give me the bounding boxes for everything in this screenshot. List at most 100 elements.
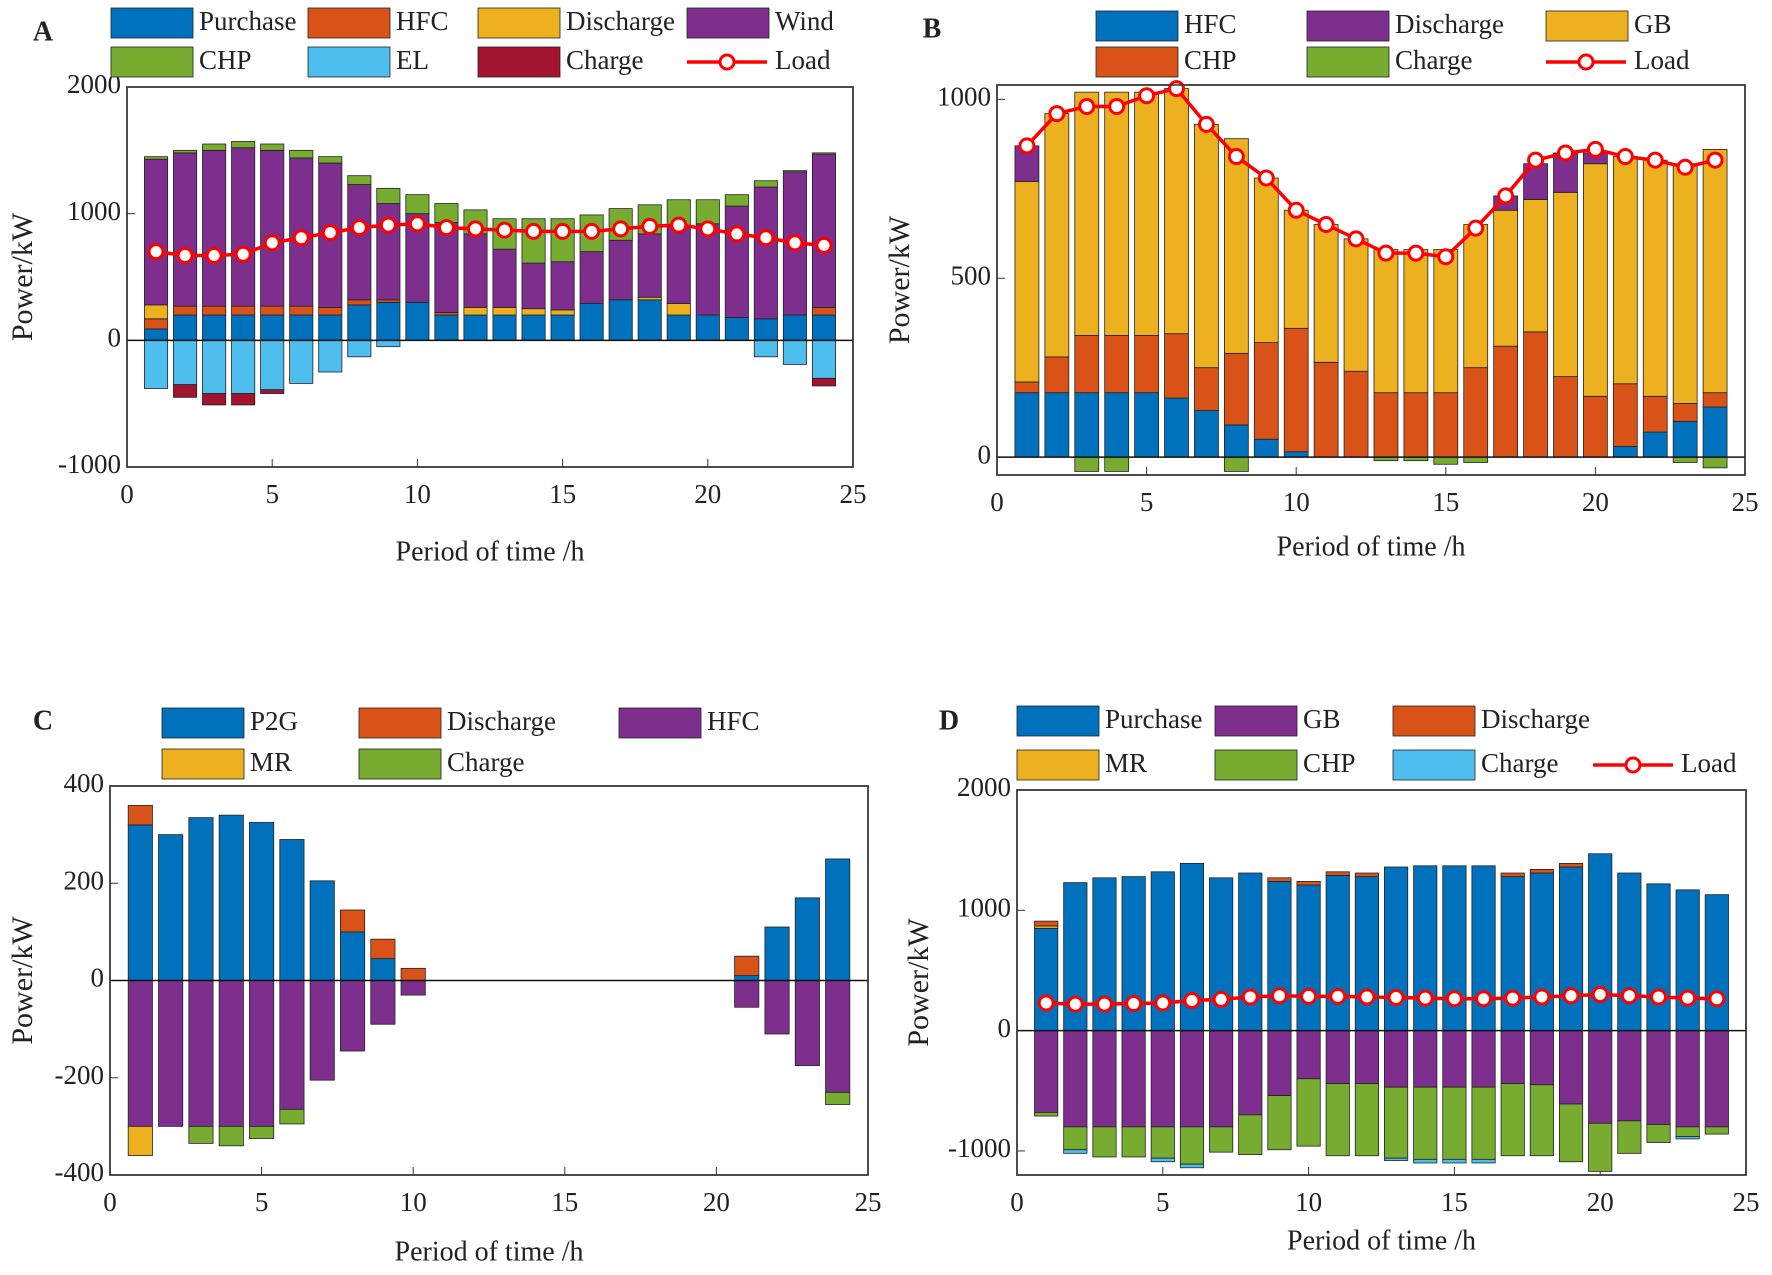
bar-segment [1034,1030,1059,1113]
legend-swatch [1392,705,1476,737]
bar-segment [1583,395,1608,458]
load-marker [1616,148,1634,166]
bar-segment [1702,149,1728,394]
bar-segment [260,305,285,316]
load-marker [757,229,775,247]
bar-segment [231,147,256,307]
bar-segment [1343,370,1369,458]
legend-swatch [1016,705,1100,737]
load-marker [1227,148,1245,166]
bar-segment [608,239,633,301]
y-axis-label: Power/kW [6,916,39,1045]
bar-segment [1253,438,1279,458]
bar-segment [521,314,546,341]
bar-segment [1702,456,1728,469]
bar-segment [231,393,256,406]
bar-segment [1463,367,1489,458]
bar-segment [825,1091,851,1105]
bar-segment [188,1125,214,1144]
bar-segment [1672,456,1698,463]
bar-segment [1253,177,1279,344]
bar-segment [1034,927,1059,1032]
bar-segment [1500,1030,1525,1084]
load-marker [1533,988,1551,1006]
bar-segment [1179,1126,1205,1165]
plot-frame [109,785,869,1176]
load-marker [1706,151,1724,169]
bar-segment [1672,163,1698,404]
bar-segment [1612,156,1638,385]
load-marker [1676,158,1694,176]
bar-segment [1134,91,1159,336]
bar-segment [734,955,760,977]
legend-marker [1624,756,1642,774]
bar-segment [1442,1030,1467,1088]
x-tick-label: 10 [1283,487,1310,517]
legend-label: Load [1681,748,1737,778]
bar-segment [463,306,488,316]
x-tick-label: 5 [1140,487,1154,517]
bar-segment [782,339,807,365]
x-tick-label: 15 [551,1187,578,1217]
bar-segment [231,305,256,316]
bar-segment [1354,1030,1379,1084]
load-marker [1562,987,1580,1005]
bar-segment [1179,1030,1205,1128]
load-marker [1270,987,1288,1005]
bar-segment [144,156,169,160]
bar-segment [188,980,214,1127]
bar-segment [764,980,790,1035]
bar-segment [794,897,820,981]
bar-segment [173,305,198,316]
load-marker [1347,230,1365,248]
bar-segment [1413,1086,1438,1160]
load-marker [379,216,397,234]
bar-segment [1493,345,1519,458]
bar-segment [1384,1030,1409,1088]
legend-swatch [1095,46,1179,78]
plot-frame [126,86,854,468]
bar-segment [1044,356,1070,394]
bar-segment [724,205,749,318]
load-marker [496,221,514,239]
bar-segment [289,149,314,159]
x-tick-label: 5 [255,1187,269,1217]
bar-segment [811,153,836,308]
bar-segment [279,1108,305,1125]
x-tick-label: 25 [840,479,867,509]
load-marker [437,219,455,237]
bar-segment [1104,91,1130,336]
bar-segment [1164,397,1189,458]
bar-segment [1074,91,1100,336]
load-marker [1317,216,1335,234]
y-tick-label: -200 [55,1060,105,1090]
y-tick-label: 200 [64,865,105,895]
y-tick-label: 0 [108,323,122,353]
legend-label: CHP [1303,748,1356,778]
load-marker [1048,105,1066,123]
bar-segment [1471,1158,1496,1164]
bar-segment [260,143,285,151]
bar-segment [550,261,575,311]
load-marker [147,243,165,261]
load-marker [1257,169,1275,187]
bar-segment [666,225,691,304]
bar-segment [1179,1163,1205,1169]
legend-swatch [1306,46,1390,78]
legend-swatch [1214,705,1298,737]
load-marker [292,229,310,247]
bar-segment [1296,884,1321,1032]
load-marker [1650,988,1668,1006]
bar-segment [1704,894,1729,1032]
legend-label: GB [1303,704,1341,734]
bar-segment [1104,335,1130,394]
legend-label: HFC [396,6,449,36]
bar-segment [231,141,256,149]
bar-segment [347,299,372,306]
legend-marker [1577,53,1595,71]
bar-segment [434,314,459,341]
bar-segment [1238,872,1263,1032]
load-marker [1154,994,1172,1012]
bar-segment [550,309,575,316]
x-axis-label: Period of time /h [395,1236,584,1267]
